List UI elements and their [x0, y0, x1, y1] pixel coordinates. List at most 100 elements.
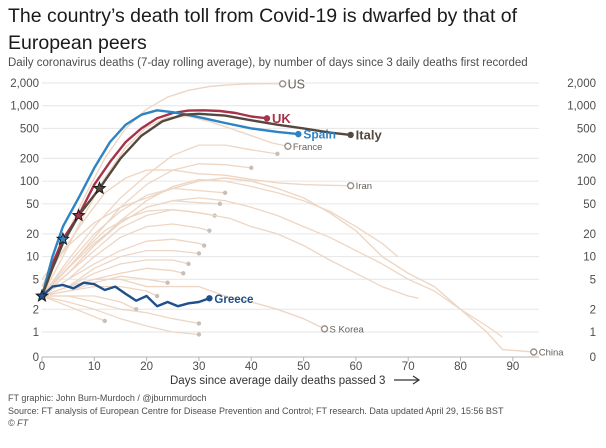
y-tick-label-left: 500: [20, 123, 39, 135]
series-line-s-korea: [41, 278, 325, 330]
chart-subtitle: Daily coronavirus deaths (7-day rolling …: [8, 57, 528, 69]
series-end-dot-france: [284, 142, 292, 150]
y-tick-label-left: 1: [33, 327, 39, 339]
series-line-iran: [41, 169, 351, 287]
series-end-dot-greece: [206, 295, 213, 302]
y-tick-label-right: 2,000: [567, 78, 596, 90]
y-tick-label-left: 200: [20, 153, 39, 165]
y-tick-label-right: 500: [577, 123, 596, 135]
series-label-uk: UK: [272, 111, 291, 126]
background-line-end-dot: [133, 307, 139, 312]
y-tick-label-left: 10: [26, 252, 39, 264]
series-line-france: [41, 115, 289, 297]
chart-title: The country’s death toll from Covid-19 i…: [8, 5, 518, 54]
series-label-france: France: [293, 142, 323, 153]
y-tick-label-right: 100: [577, 176, 596, 188]
series-end-dot-spain: [295, 130, 302, 138]
x-tick-label: 60: [349, 361, 362, 373]
y-tick-label-left: 50: [26, 199, 39, 211]
y-tick-label-left: 20: [26, 229, 39, 241]
y-tick-label-right: 50: [583, 199, 596, 211]
background-line-end-dot: [217, 201, 223, 207]
series-label-spain: Spain: [303, 128, 336, 142]
series-end-dot-italy: [347, 131, 354, 139]
x-tick-label: 80: [454, 361, 467, 373]
series-end-dot-uk: [263, 115, 271, 122]
series-label-us: US: [288, 77, 305, 91]
y-tick-label-left: 2: [33, 304, 39, 316]
background-country-line: [41, 197, 503, 338]
x-tick-label: 70: [402, 361, 415, 373]
y-tick-label-right: 20: [583, 229, 596, 241]
background-line-end-dot: [222, 190, 228, 196]
star-markers: [35, 181, 107, 303]
background-country-line: [41, 285, 158, 297]
background-line-end-dot: [186, 261, 191, 267]
y-tick-label-right: 1,000: [567, 101, 596, 113]
series-labels: UK Spain Italy Greece US France Iran S Korea Chi…: [214, 77, 564, 358]
x-tick-label: 40: [245, 361, 258, 373]
background-line-end-dot: [165, 280, 170, 285]
series-line-italy: [40, 112, 352, 298]
y-tick-label-left: 1,000: [10, 101, 39, 113]
star-marker-spain: [55, 231, 70, 246]
background-line-end-dot: [154, 293, 160, 299]
background-line-end-dot: [196, 332, 202, 337]
y-tick-label-right: 2: [590, 304, 596, 316]
x-tick-label: 20: [140, 361, 153, 373]
background-country-line: [41, 295, 106, 322]
x-tick-label: 50: [297, 361, 310, 373]
footer: FT graphic: John Burn-Murdoch / @jburnmu…: [8, 392, 604, 430]
x-axis-label: Days since average daily deaths passed 3: [170, 375, 385, 387]
x-tick-label: 0: [39, 361, 45, 373]
series-end-dot-s-korea: [320, 325, 329, 333]
background-line-end-dot: [181, 271, 186, 276]
y-tick-label-right: 0: [590, 352, 596, 364]
star-marker-greece: [35, 288, 49, 303]
background-line-end-dot: [275, 151, 280, 157]
star-marker-italy: [92, 181, 107, 195]
background-country-line: [41, 295, 199, 336]
background-line-end-dot: [196, 321, 202, 326]
series-label-italy: Italy: [356, 127, 383, 142]
series-line-spain: [40, 109, 300, 298]
y-tick-label-left: 5: [33, 274, 39, 286]
background-country-line: [41, 223, 210, 297]
y-tick-label-right: 10: [583, 252, 596, 264]
footer-source: Source: FT analysis of European Centre f…: [8, 405, 504, 416]
series-line-us: [41, 83, 283, 287]
series-label-greece: Greece: [214, 294, 253, 306]
y-tick-label-left: 2,000: [10, 78, 39, 90]
footer-graphic-credit: FT graphic: John Burn-Murdoch / @jburnmu…: [8, 393, 207, 403]
y-tick-label-right: 5: [590, 274, 596, 286]
background-country-line: [41, 144, 278, 297]
x-tick-label: 30: [193, 361, 206, 373]
series-line-greece: [40, 281, 211, 308]
x-tick-label: 10: [88, 361, 101, 373]
background-country-line: [42, 295, 200, 325]
context-country-lines: [41, 80, 538, 356]
x-axis-arrow-head: [412, 375, 421, 385]
background-line-end-dot: [201, 243, 207, 248]
y-tick-label-right: 200: [577, 153, 596, 165]
series-end-dot-us: [278, 80, 287, 88]
background-line-end-dot: [102, 318, 107, 324]
x-tick-label: 90: [506, 361, 519, 373]
y-tick-label-left: 100: [20, 176, 39, 188]
series-end-dot-china: [530, 348, 538, 356]
background-line-end-dot: [207, 228, 212, 233]
highlighted-country-lines: [40, 109, 354, 308]
y-tick-label-right: 1: [590, 327, 596, 339]
series-label-iran: Iran: [356, 181, 372, 192]
footer-copyright: © FT: [8, 418, 29, 429]
background-country-line: [41, 238, 205, 297]
series-end-dot-iran: [346, 182, 355, 190]
series-label-china: China: [539, 348, 565, 359]
background-line-end-dot: [196, 251, 202, 256]
background-country-line: [41, 208, 419, 299]
series-line-china: [41, 177, 534, 353]
y-tick-label-left: 0: [33, 352, 39, 364]
star-marker-uk: [71, 208, 86, 222]
